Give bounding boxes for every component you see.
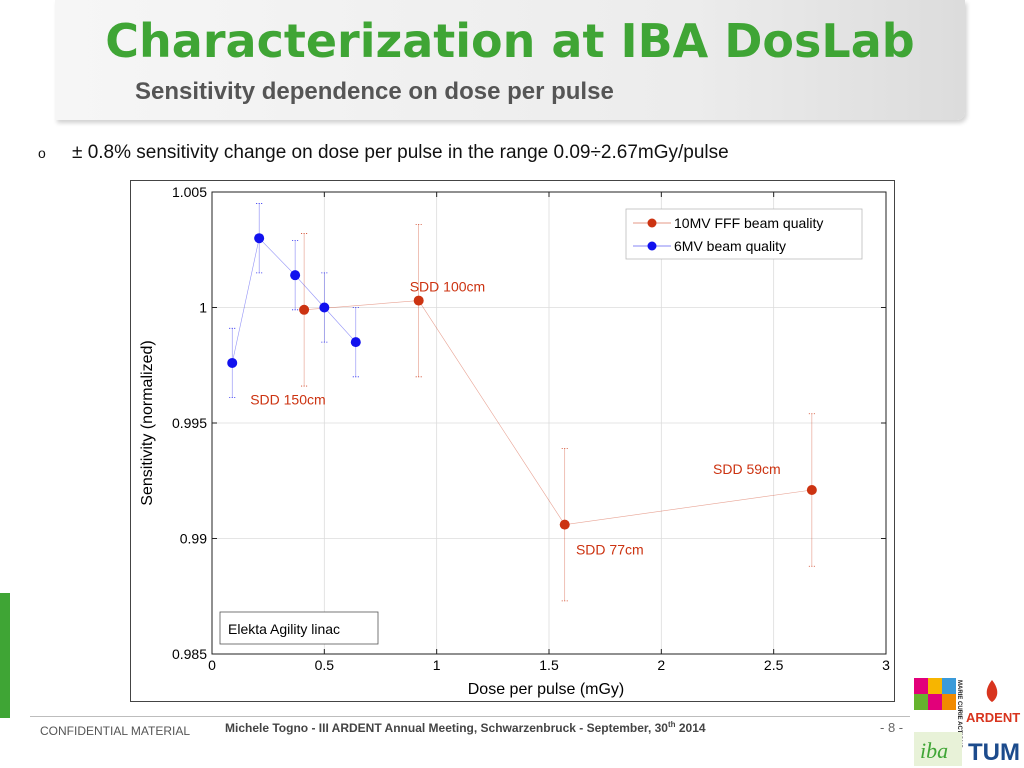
iba-text: iba xyxy=(920,738,948,763)
accent-bar xyxy=(0,593,10,718)
annotation-label: SDD 59cm xyxy=(713,461,781,477)
bullet-point: o ± 0.8% sensitivity change on dose per p… xyxy=(38,142,729,164)
iba-logo-bg xyxy=(914,732,962,766)
header-band: Characterization at IBA DosLab Sensitivi… xyxy=(55,0,965,120)
ardent-logo: ARDENT xyxy=(966,680,1020,725)
x-tick-label: 3 xyxy=(882,657,890,673)
x-tick-label: 0 xyxy=(208,657,216,673)
ardent-flame-icon xyxy=(986,680,998,702)
tum-text: TUM xyxy=(968,739,1020,766)
y-tick-label: 0.99 xyxy=(180,531,207,547)
annotation-label: SDD 150cm xyxy=(250,392,325,408)
footer-divider xyxy=(30,716,910,717)
data-point xyxy=(806,484,817,495)
axis-ticks: 0 0.5 1 1.5 2 2.5 3 0.985 0.99 0.995 1 1.005 xyxy=(172,184,890,673)
page-title: Characterization at IBA DosLab xyxy=(105,14,915,68)
data-point xyxy=(254,233,265,244)
chart-legend: 10MV FFF beam quality 6MV beam quality xyxy=(625,208,863,260)
bullet-text: ± 0.8% sensitivity change on dose per pu… xyxy=(72,142,729,163)
annotation-label: SDD 77cm xyxy=(576,542,644,558)
mc-tile-1 xyxy=(914,678,928,694)
partner-logos: MARIE CURIE ACTIONS ARDENT iba TUM xyxy=(914,678,1020,766)
y-axis-label: Sensitivity (normalized) xyxy=(139,340,156,505)
data-point xyxy=(227,357,238,368)
y-tick-label: 0.995 xyxy=(172,415,207,431)
data-point xyxy=(319,302,330,313)
ardent-text: ARDENT xyxy=(966,710,1020,725)
legend-box xyxy=(625,208,863,260)
mc-tile-3 xyxy=(942,678,956,694)
x-tick-label: 0.5 xyxy=(315,657,335,673)
footer-confidential: CONFIDENTIAL MATERIAL xyxy=(40,724,191,738)
note-text: Elekta Agility linac xyxy=(228,621,340,637)
footer-meeting-year: 2014 xyxy=(675,721,706,735)
data-point xyxy=(299,304,310,315)
sensitivity-chart: 0 0.5 1 1.5 2 2.5 3 0.985 0.99 0.995 1 1.005 SDD 10… xyxy=(130,180,895,702)
y-tick-label: 1.005 xyxy=(172,184,207,200)
mc-tile-4 xyxy=(914,694,928,710)
x-tick-label: 1 xyxy=(433,657,441,673)
footer-meeting-sup: th xyxy=(667,720,676,729)
iba-logo: iba xyxy=(914,732,962,766)
x-tick-label: 2 xyxy=(657,657,665,673)
x-tick-label: 2.5 xyxy=(764,657,784,673)
tum-logo: TUM xyxy=(968,739,1020,766)
legend-marker-6mv xyxy=(647,241,657,251)
mc-tile-2 xyxy=(928,678,942,694)
page-subtitle: Sensitivity dependence on dose per pulse xyxy=(135,78,614,105)
data-point xyxy=(350,337,361,348)
data-point xyxy=(559,519,570,530)
mc-tile-5 xyxy=(928,694,942,710)
legend-label-fff: 10MV FFF beam quality xyxy=(674,215,823,231)
annotation-label: SDD 100cm xyxy=(410,278,485,294)
mc-tile-6 xyxy=(942,694,956,710)
footer-meeting-text: Michele Togno - III ARDENT Annual Meetin… xyxy=(225,721,668,735)
x-axis-label: Dose per pulse (mGy) xyxy=(468,681,625,698)
bullet-marker: o xyxy=(38,145,46,161)
note-box-frame xyxy=(219,611,379,645)
legend-marker-fff xyxy=(647,218,657,228)
y-tick-label: 1 xyxy=(199,300,207,316)
chart-annotations: SDD 100cm SDD 150cm SDD 59cm SDD 77cm xyxy=(250,278,781,557)
data-point xyxy=(290,270,301,281)
legend-label-6mv: 6MV beam quality xyxy=(674,238,786,254)
y-tick-label: 0.985 xyxy=(172,646,207,662)
chart-series xyxy=(227,203,817,602)
series-line xyxy=(304,300,812,525)
page-number: - 8 - xyxy=(880,720,904,735)
note-box: Elekta Agility linac xyxy=(219,611,379,645)
marie-curie-text: MARIE CURIE ACTIONS xyxy=(956,680,962,748)
x-tick-label: 1.5 xyxy=(539,657,559,673)
footer-meeting-info: Michele Togno - III ARDENT Annual Meetin… xyxy=(225,720,706,735)
marie-curie-logo: MARIE CURIE ACTIONS xyxy=(914,678,962,748)
data-point xyxy=(413,295,424,306)
